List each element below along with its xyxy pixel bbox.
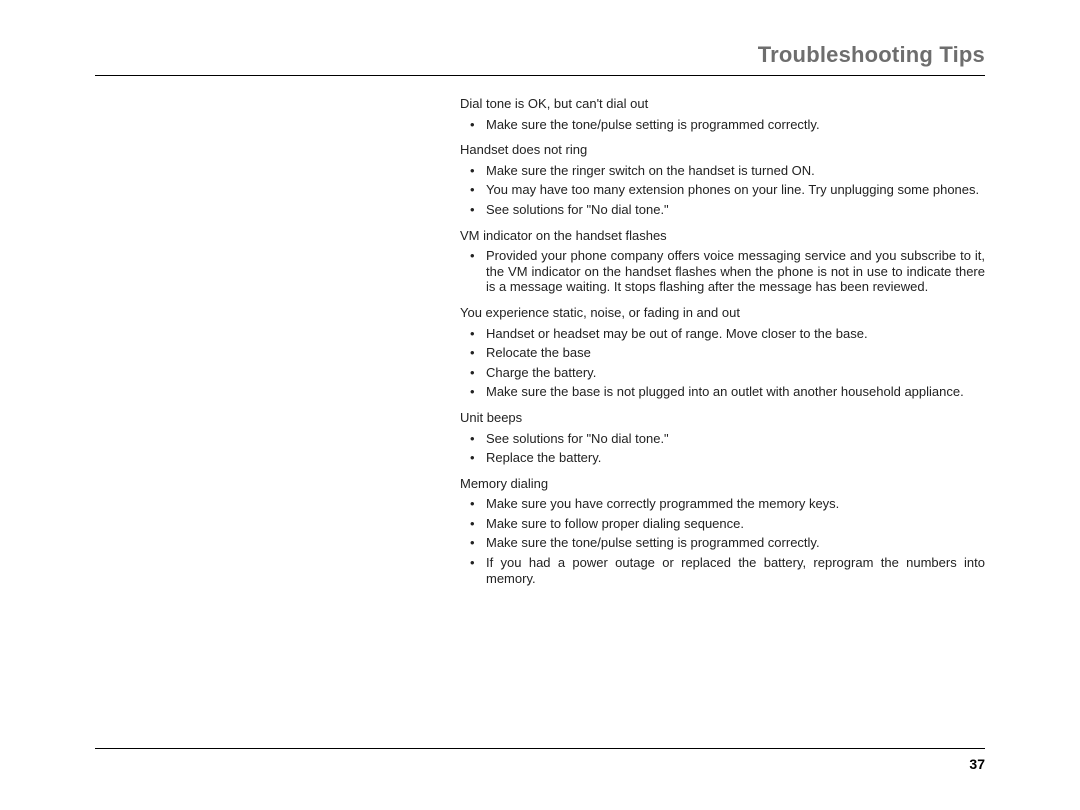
bullet-list: See solutions for "No dial tone." Replac… [460,431,985,466]
list-item: Handset or headset may be out of range. … [460,326,985,342]
section-static-noise: You experience static, noise, or fading … [460,305,985,400]
page-title: Troubleshooting Tips [758,42,985,68]
bullet-list: Provided your phone company offers voice… [460,248,985,295]
list-item: Replace the battery. [460,450,985,466]
section-dial-tone-ok: Dial tone is OK, but can't dial out Make… [460,96,985,132]
section-vm-indicator: VM indicator on the handset flashes Prov… [460,228,985,295]
section-unit-beeps: Unit beeps See solutions for "No dial to… [460,410,985,466]
bullet-list: Make sure the tone/pulse setting is prog… [460,117,985,133]
bullet-list: Make sure the ringer switch on the hands… [460,163,985,218]
list-item: Make sure you have correctly programmed … [460,496,985,512]
list-item: See solutions for "No dial tone." [460,431,985,447]
page-number: 37 [969,756,985,772]
section-heading: Unit beeps [460,410,985,426]
list-item: Make sure the ringer switch on the hands… [460,163,985,179]
list-item: You may have too many extension phones o… [460,182,985,198]
footer-rule [95,748,985,749]
header-rule [95,75,985,76]
list-item: Make sure the tone/pulse setting is prog… [460,117,985,133]
list-item: Charge the battery. [460,365,985,381]
bullet-list: Handset or headset may be out of range. … [460,326,985,400]
section-heading: Memory dialing [460,476,985,492]
list-item: Relocate the base [460,345,985,361]
section-heading: Dial tone is OK, but can't dial out [460,96,985,112]
section-heading: Handset does not ring [460,142,985,158]
list-item: Make sure the base is not plugged into a… [460,384,985,400]
section-heading: You experience static, noise, or fading … [460,305,985,321]
list-item: See solutions for "No dial tone." [460,202,985,218]
content-column: Dial tone is OK, but can't dial out Make… [460,96,985,730]
document-page: Troubleshooting Tips Dial tone is OK, bu… [0,0,1080,810]
section-heading: VM indicator on the handset flashes [460,228,985,244]
bullet-list: Make sure you have correctly programmed … [460,496,985,586]
list-item: Make sure the tone/pulse setting is prog… [460,535,985,551]
section-memory-dialing: Memory dialing Make sure you have correc… [460,476,985,587]
list-item: Make sure to follow proper dialing seque… [460,516,985,532]
list-item: Provided your phone company offers voice… [460,248,985,295]
section-handset-no-ring: Handset does not ring Make sure the ring… [460,142,985,217]
list-item: If you had a power outage or replaced th… [460,555,985,586]
